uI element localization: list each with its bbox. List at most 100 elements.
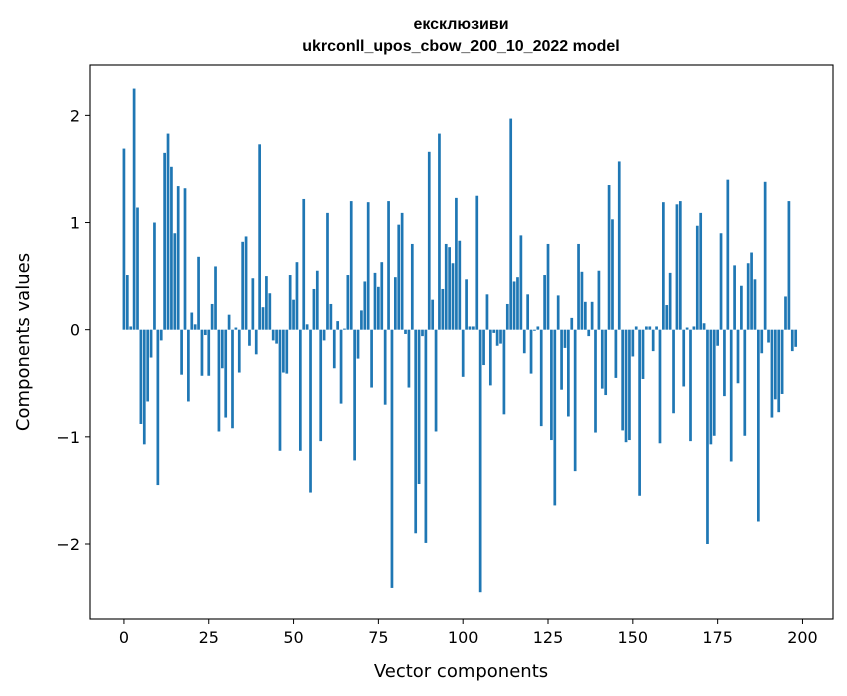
bar-8 [149, 329, 153, 358]
bar-156 [651, 329, 655, 352]
bar-72 [366, 202, 370, 330]
bar-173 [709, 329, 713, 445]
bar-15 [173, 233, 177, 330]
bar-183 [743, 329, 747, 436]
bar-13 [166, 133, 170, 330]
bar-123 [539, 329, 543, 427]
bar-22 [197, 256, 200, 330]
bar-29 [220, 329, 224, 369]
bar-158 [658, 329, 662, 444]
bar-5 [139, 329, 143, 424]
bar-6 [142, 329, 146, 445]
x-tick-label: 150 [618, 628, 649, 647]
x-tick-label: 100 [448, 628, 479, 647]
x-tick-label: 75 [368, 628, 388, 647]
bar-26 [210, 303, 214, 330]
bar-12 [163, 152, 166, 330]
bar-166 [685, 327, 689, 330]
bar-51 [295, 262, 299, 330]
bar-168 [692, 326, 696, 330]
bar-159 [662, 202, 665, 330]
bar-196 [787, 201, 791, 330]
bar-52 [298, 329, 302, 451]
bar-83 [404, 329, 407, 334]
bar-78 [387, 201, 390, 330]
bar-148 [624, 329, 628, 443]
bar-73 [370, 329, 373, 388]
bar-1 [125, 275, 129, 330]
bar-107 [485, 294, 489, 330]
bar-71 [363, 281, 367, 330]
bar-21 [193, 324, 197, 330]
bar-149 [628, 329, 631, 441]
bar-63 [336, 321, 340, 330]
bar-117 [519, 235, 523, 330]
bar-144 [611, 219, 614, 330]
bar-56 [312, 288, 316, 330]
bar-110 [495, 329, 499, 346]
bar-69 [356, 329, 360, 359]
bar-187 [757, 329, 760, 522]
bar-70 [360, 310, 363, 330]
bar-30 [224, 329, 228, 418]
bar-27 [214, 266, 217, 330]
bar-114 [509, 118, 513, 330]
bar-17 [180, 329, 183, 375]
bar-103 [472, 326, 475, 330]
bar-25 [207, 329, 211, 376]
bar-53 [302, 198, 306, 330]
bar-54 [305, 324, 309, 330]
bar-109 [492, 329, 496, 333]
bar-81 [397, 224, 401, 330]
bar-33 [234, 327, 238, 330]
bar-174 [712, 329, 716, 436]
bar-137 [587, 329, 591, 337]
bar-180 [733, 265, 736, 330]
bar-118 [522, 329, 526, 354]
bar-98 [455, 197, 458, 330]
bar-124 [543, 275, 546, 330]
bar-77 [383, 329, 387, 405]
bar-7 [146, 329, 150, 402]
bar-121 [533, 329, 536, 331]
bar-84 [407, 329, 411, 388]
bar-62 [332, 329, 336, 369]
y-tick-label: −1 [56, 428, 80, 447]
bar-57 [315, 270, 319, 330]
bar-104 [475, 195, 479, 330]
bar-150 [631, 329, 635, 357]
bar-113 [505, 303, 509, 330]
bar-102 [468, 326, 472, 330]
bar-59 [322, 329, 326, 341]
bar-128 [556, 295, 560, 330]
bar-112 [502, 329, 506, 415]
x-tick-label: 25 [199, 628, 219, 647]
bar-41 [261, 307, 265, 330]
bar-141 [600, 329, 604, 389]
bar-186 [753, 279, 757, 330]
bar-189 [763, 181, 767, 330]
y-axis-ticks: −2 −1 0 1 2 [56, 106, 90, 554]
bar-193 [777, 329, 781, 413]
bar-177 [723, 329, 726, 397]
bar-85 [410, 243, 414, 330]
plot-frame [89, 64, 834, 620]
bar-132 [570, 317, 574, 330]
bar-140 [597, 270, 601, 330]
bar-116 [516, 277, 519, 330]
bar-82 [400, 212, 404, 330]
bar-35 [241, 241, 245, 330]
bar-175 [716, 329, 719, 346]
bar-37 [248, 329, 251, 346]
y-tick-label: −2 [56, 535, 80, 554]
bar-42 [265, 276, 268, 330]
bar-111 [499, 329, 502, 344]
bar-125 [546, 243, 550, 330]
bar-93 [438, 133, 441, 330]
bar-75 [377, 286, 380, 330]
x-tick-label: 200 [787, 628, 818, 647]
bar-151 [634, 326, 638, 330]
bar-39 [254, 329, 258, 355]
bar-11 [159, 329, 163, 341]
